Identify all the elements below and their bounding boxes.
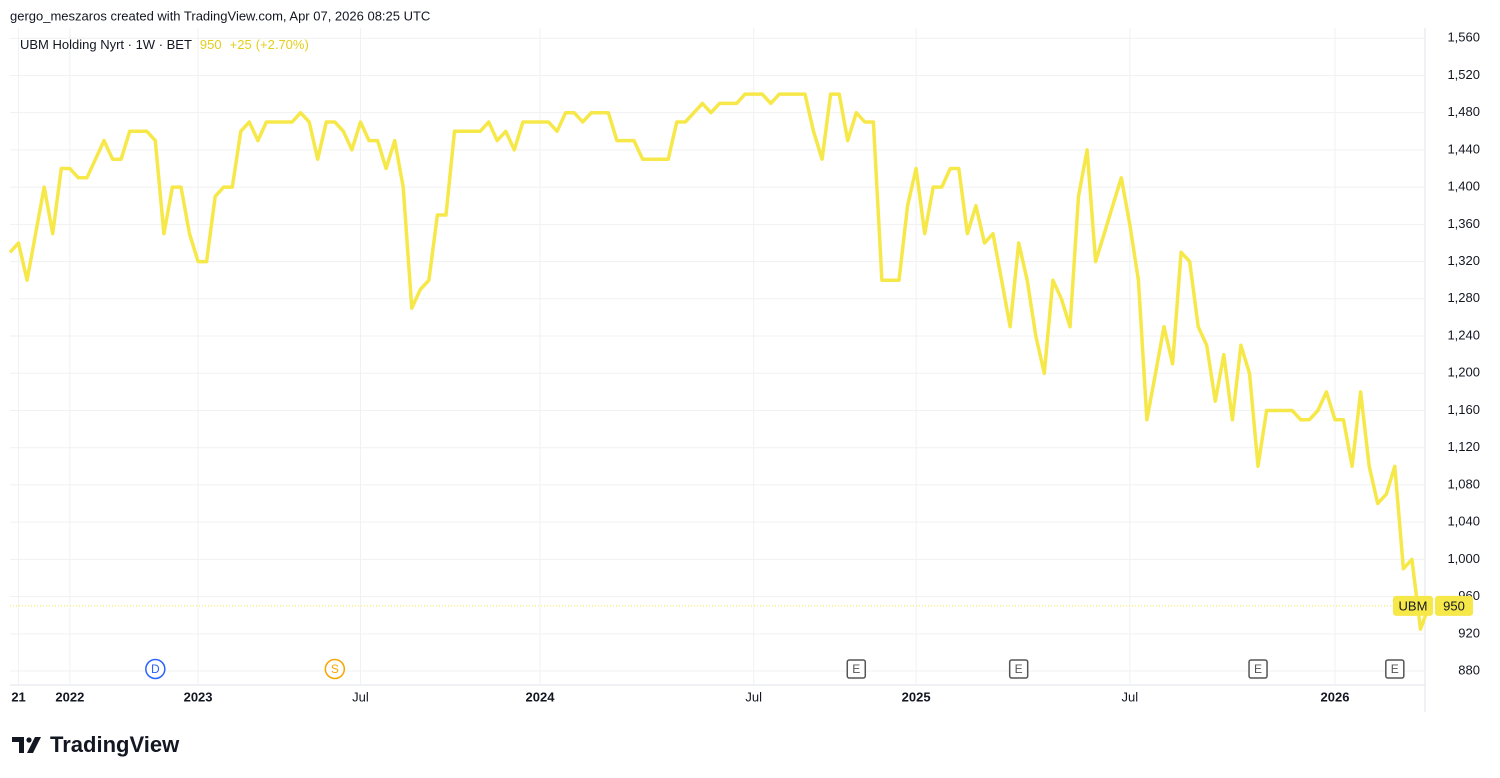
- price-tag: [1435, 595, 1473, 616]
- legend-change: +25: [230, 37, 252, 52]
- y-tick-label: 1,400: [1447, 179, 1480, 194]
- legend: UBM Holding Nyrt · 1W · BET 950 +25 (+2.70%…: [20, 37, 309, 52]
- x-tick-label: Jul: [352, 689, 369, 704]
- x-tick-label: 2023: [184, 689, 213, 704]
- event-label: E: [852, 662, 860, 676]
- event-label: E: [1015, 662, 1023, 676]
- y-tick-label: 1,520: [1447, 67, 1480, 82]
- x-tick-label: 21: [11, 689, 25, 704]
- event-label: D: [151, 662, 160, 676]
- y-tick-label: 1,240: [1447, 327, 1480, 342]
- x-tick-label: Jul: [1122, 689, 1139, 704]
- legend-change-percent: (+2.70%): [256, 37, 309, 52]
- y-tick-label: 1,080: [1447, 476, 1480, 491]
- brand: TradingView: [50, 732, 180, 757]
- y-tick-label: 1,160: [1447, 402, 1480, 417]
- x-tick-label: Jul: [745, 689, 762, 704]
- y-tick-label: 1,360: [1447, 216, 1480, 231]
- x-tick-label: 2026: [1321, 689, 1350, 704]
- symbol-tag: [1393, 595, 1433, 616]
- event-label: E: [1254, 662, 1262, 676]
- y-tick-label: 1,480: [1447, 104, 1480, 119]
- x-tick-label: 2022: [55, 689, 84, 704]
- y-tick-label: 1,200: [1447, 365, 1480, 380]
- event-label: E: [1391, 662, 1399, 676]
- y-tick-label: 1,000: [1447, 551, 1480, 566]
- y-tick-label: 1,280: [1447, 290, 1480, 305]
- y-tick-label: 1,040: [1447, 514, 1480, 529]
- price-tag-label: 950: [1443, 598, 1465, 613]
- event-marker: [324, 658, 346, 680]
- event-label: S: [331, 662, 339, 676]
- credit: gergo_meszaros created with TradingView.…: [10, 8, 430, 23]
- symbol-tag-label: UBM: [1399, 598, 1428, 613]
- y-tick-label: 880: [1458, 662, 1480, 677]
- y-tick-label: 1,120: [1447, 439, 1480, 454]
- legend-last: 950: [200, 37, 222, 52]
- logo: TradingView: [12, 732, 180, 757]
- y-tick-label: 1,440: [1447, 141, 1480, 156]
- event-marker: [846, 659, 867, 679]
- event-marker: [1385, 659, 1405, 679]
- event-marker: [1248, 659, 1268, 679]
- event-marker: [1008, 659, 1029, 679]
- y-tick-label: 920: [1458, 625, 1480, 640]
- x-tick-label: 2025: [902, 689, 931, 704]
- event-marker: [145, 658, 166, 680]
- y-tick-label: 1,560: [1447, 30, 1480, 45]
- y-tick-label: 1,320: [1447, 253, 1480, 268]
- price-line: [8, 92, 1431, 631]
- x-tick-label: 2024: [526, 689, 556, 704]
- grid: [10, 28, 1425, 685]
- legend-symbol: UBM Holding Nyrt · 1W · BET: [20, 37, 192, 52]
